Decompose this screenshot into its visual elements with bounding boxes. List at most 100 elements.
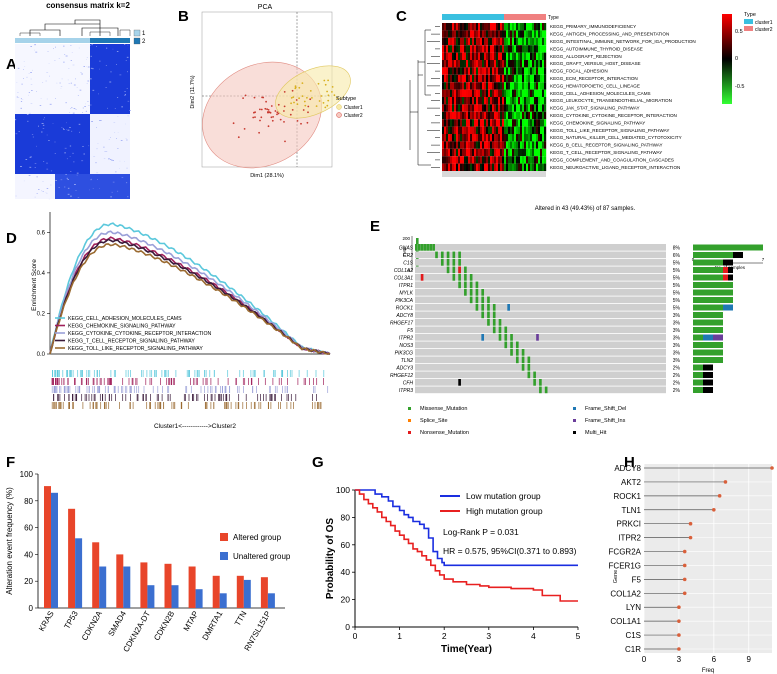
f-ytick-label: 60	[24, 524, 33, 533]
gsea-legend-label: KEGG_TOLL_LIKE_RECEPTOR_SIGNALING_PATHWA…	[68, 346, 203, 352]
oncoplot-legend: Missense_Mutation Frame_Shift_Del Splice_S…	[408, 406, 626, 436]
gene-percent: 3%	[673, 328, 681, 334]
gene-percent: 2%	[673, 388, 681, 394]
tmb-label: TMB	[402, 247, 407, 257]
gene-label: ROCK1	[396, 306, 413, 312]
f-bar	[44, 486, 51, 608]
g-survival-curve	[355, 489, 578, 602]
f-bar	[243, 579, 251, 608]
consensus-dendrogram	[29, 19, 119, 36]
h-point	[677, 605, 681, 610]
gene-percent: 5%	[673, 306, 681, 312]
f-bar	[212, 575, 220, 608]
consensus-block-4	[90, 114, 130, 174]
svg-text:0.5: 0.5	[735, 29, 743, 35]
h-point	[677, 633, 681, 637]
g-xtick-label: 1	[397, 631, 402, 641]
panel-label-g: G	[312, 454, 324, 471]
svg-text:cluster2: cluster2	[755, 27, 773, 33]
h-gene-label: ROCK1	[613, 492, 641, 501]
svg-text:Cluster2: Cluster2	[344, 113, 363, 119]
gene-label: PIK3CG	[395, 351, 413, 357]
svg-text:0.2: 0.2	[37, 311, 46, 317]
f-legend-swatch	[220, 552, 228, 560]
oncoplot-legend-label: Splice_Site	[420, 418, 448, 424]
panel-a: A consensus matrix k=2 1 2	[0, 0, 150, 200]
gene-percent: 3%	[673, 313, 681, 319]
consensus-legend: 1 2	[133, 29, 146, 45]
panel-label-f: F	[6, 454, 16, 471]
gene-label: GNAS	[399, 246, 414, 252]
gene-label: PIK3CA	[395, 298, 413, 304]
h-ylabel: Gene	[613, 570, 619, 583]
gene-label: COL3A1	[394, 276, 413, 282]
gene-percent: 5%	[673, 268, 681, 274]
gene-percent: 5%	[673, 261, 681, 267]
gene-percent: 3%	[673, 321, 681, 327]
f-category-label: CDKN2A	[80, 609, 104, 642]
pathway-label: KEGG_CELL_ADHESION_MOLECULES_CAMS	[550, 91, 651, 96]
pathway-label: KEGG_JAK_STAT_SIGNALING_PATHWAY	[550, 106, 640, 111]
h-point	[682, 563, 687, 568]
svg-text:1: 1	[142, 31, 146, 37]
h-plot-bg	[644, 464, 772, 653]
oncoplot-legend-label: Frame_Shift_Ins	[585, 418, 626, 424]
svg-text:Subtype: Subtype	[336, 96, 356, 102]
f-ytick-label: 0	[29, 604, 34, 613]
h-xtick-label: 3	[677, 655, 682, 664]
f-bar	[188, 566, 196, 608]
heatmap-colorscale: 0.5 0 -0.5	[722, 14, 744, 104]
oncoplot-legend-label: Frame_Shift_Del	[585, 406, 626, 412]
gene-frequency-lollipop: 0 3 6 9 Freq Gene ADCY8 AKT2 ROCK1 TLN1 PRKCI ITPR2…	[609, 464, 774, 674]
gsea-curve	[49, 230, 331, 355]
gene-label: RHGEF12	[390, 373, 413, 379]
f-bar	[123, 566, 131, 608]
gsea-curve	[49, 238, 330, 355]
gene-label: ITPR2	[399, 336, 413, 342]
pathway-label: KEGG_ECM_RECEPTOR_INTERACTION	[550, 76, 638, 81]
pca-legend: Subtype Cluster1 Cluster2	[336, 96, 363, 119]
consensus-matrix-svg: consensus matrix k=2 1 2	[15, 1, 146, 200]
pathway-label: KEGG_T_CELL_RECEPTOR_SIGNALING_PATHWAY	[550, 150, 662, 155]
svg-text:7: 7	[762, 257, 765, 262]
panel-label-b: B	[178, 8, 189, 25]
g-annotation: Log-Rank P = 0.031	[443, 527, 519, 537]
pca-xlabel: Dim1 (28.1%)	[250, 173, 284, 179]
h-point	[688, 521, 693, 526]
h-point	[677, 647, 681, 651]
g-ytick-label: 100	[336, 485, 350, 495]
type-label: Type	[548, 15, 559, 21]
g-xtick-label: 2	[442, 631, 447, 641]
gene-percent: 5%	[673, 291, 681, 297]
gsea-curves	[49, 222, 331, 355]
h-gene-label: PRKCI	[617, 520, 641, 529]
consensus-title: consensus matrix k=2	[46, 1, 130, 10]
svg-text:2: 2	[142, 39, 146, 45]
f-bar	[219, 593, 227, 608]
panel-label-e: E	[370, 218, 381, 235]
h-point	[712, 507, 716, 512]
pca-plot: PCA Dim1 (28.1%) Dim2 (11.7%) Subtype Cl…	[190, 4, 363, 179]
svg-text:cluster1: cluster1	[755, 20, 773, 26]
gsea-legend: KEGG_CELL_ADHESION_MOLECULES_CAMS KEGG_CH…	[55, 316, 212, 352]
pathway-label: KEGG_COMPLEMENT_AND_COAGULATION_CASCADES	[550, 157, 674, 162]
oncoplot: Altered in 43 (49.43%) of 87 samples. TM…	[390, 206, 765, 436]
h-point	[682, 577, 687, 582]
gene-label: ADCY8	[395, 313, 413, 319]
h-point	[682, 591, 687, 596]
h-gene-label: ITPR2	[618, 534, 641, 543]
gene-label: COL1A2	[394, 268, 413, 274]
f-category-label: DMRTA1	[201, 609, 225, 642]
pathway-label: KEGG_CYTOKINE_CYTOKINE_RECEPTOR_INTERACT…	[550, 113, 677, 118]
f-bar	[236, 575, 244, 608]
gene-percent: 2%	[673, 381, 681, 387]
panel-label-c: C	[396, 8, 407, 25]
pathway-label: KEGG_B_CELL_RECEPTOR_SIGNALING_PATHWAY	[550, 143, 663, 148]
f-bar	[92, 542, 100, 608]
f-legend-swatch	[220, 533, 228, 541]
svg-text:0.4: 0.4	[37, 271, 46, 277]
gene-label: TLN2	[401, 358, 413, 364]
gene-label: F5	[407, 328, 413, 334]
h-xtick-label: 9	[747, 655, 752, 664]
consensus-block-5	[15, 174, 55, 199]
